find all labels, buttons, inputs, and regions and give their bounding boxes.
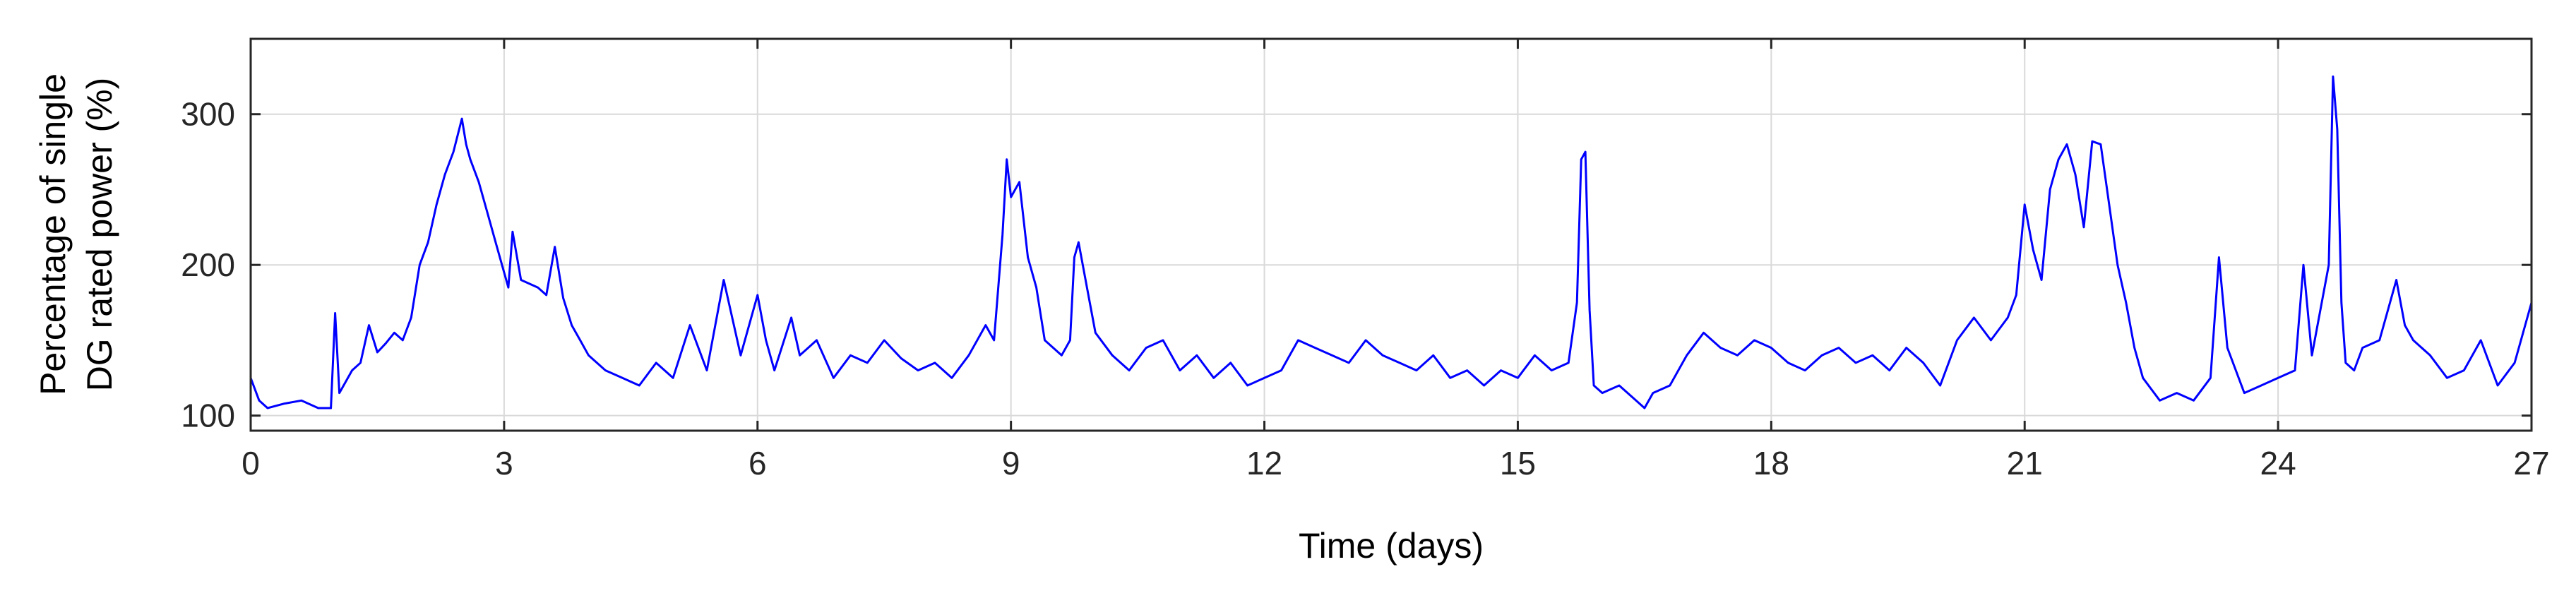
x-axis-label: Time (days) — [1299, 526, 1484, 566]
grid-lines — [250, 39, 2532, 431]
axis-ticks: 0 3 6 9 12 15 18 21 24 27 100 200 300 — [181, 39, 2550, 482]
series-line — [249, 75, 2533, 409]
y-tick-label: 100 — [181, 397, 235, 434]
plot-area — [251, 39, 2532, 431]
plot-frame — [249, 37, 2533, 432]
x-tick-label: 18 — [1753, 445, 1789, 482]
x-tick-label: 27 — [2513, 445, 2549, 482]
x-tick-label: 21 — [2007, 445, 2043, 482]
x-tick-label: 3 — [495, 445, 513, 482]
y-tick-label: 300 — [181, 96, 235, 133]
x-tick-label: 12 — [1246, 445, 1282, 482]
x-tick-label: 15 — [1500, 445, 1536, 482]
x-tick-label: 6 — [749, 445, 767, 482]
y-axis-label-line-2: DG rated power (%) — [80, 78, 119, 392]
x-tick-label: 24 — [2260, 445, 2296, 482]
x-tick-label: 9 — [1002, 445, 1020, 482]
y-axis-label-line-1: Percentage of single — [33, 73, 73, 395]
series-layer — [249, 75, 2533, 409]
x-tick-label: 0 — [242, 445, 260, 482]
y-tick-label: 200 — [181, 246, 235, 283]
